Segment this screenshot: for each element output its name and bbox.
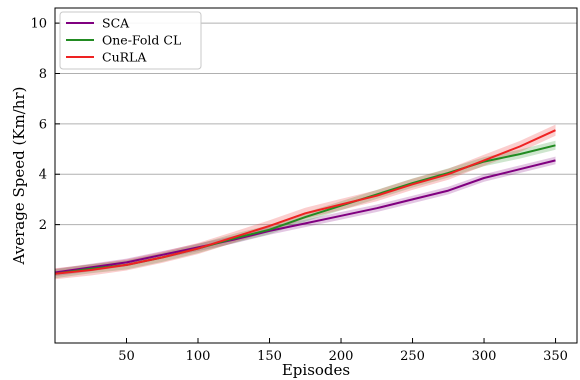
x-tick-label: 50 xyxy=(118,349,135,364)
y-tick-label: 2 xyxy=(39,218,47,233)
y-tick-label: 6 xyxy=(39,117,47,132)
band-2 xyxy=(55,124,556,280)
legend-box xyxy=(59,11,202,70)
y-tick-label: 4 xyxy=(39,168,47,183)
plot-frame xyxy=(54,7,578,344)
legend-label-2: CuRLA xyxy=(102,50,147,65)
x-tick-label: 300 xyxy=(472,349,497,364)
series-line-2 xyxy=(54,129,556,275)
series-line-0 xyxy=(54,159,556,274)
axis-ticks: 2 4 6 8 10 50 100 150 200 250 300 350 xyxy=(30,17,568,364)
series-lines xyxy=(54,129,556,275)
band-0 xyxy=(55,156,556,277)
legend-label-1: One-Fold CL xyxy=(102,33,181,48)
x-tick-label: 100 xyxy=(186,349,211,364)
y-tick-label: 8 xyxy=(39,67,47,82)
y-tick-label: 10 xyxy=(30,17,47,32)
x-tick-label: 250 xyxy=(400,349,425,364)
x-tick-label: 200 xyxy=(329,349,354,364)
x-axis-title: Episodes xyxy=(282,361,350,379)
confidence-bands xyxy=(55,124,556,280)
legend-label-0: SCA xyxy=(102,16,130,31)
x-tick-label: 350 xyxy=(543,349,568,364)
x-tick-label: 150 xyxy=(257,349,282,364)
y-axis-title: Average Speed (Km/hr) xyxy=(10,87,28,266)
band-1 xyxy=(55,140,556,279)
legend: SCA One-Fold CL CuRLA xyxy=(59,11,202,70)
